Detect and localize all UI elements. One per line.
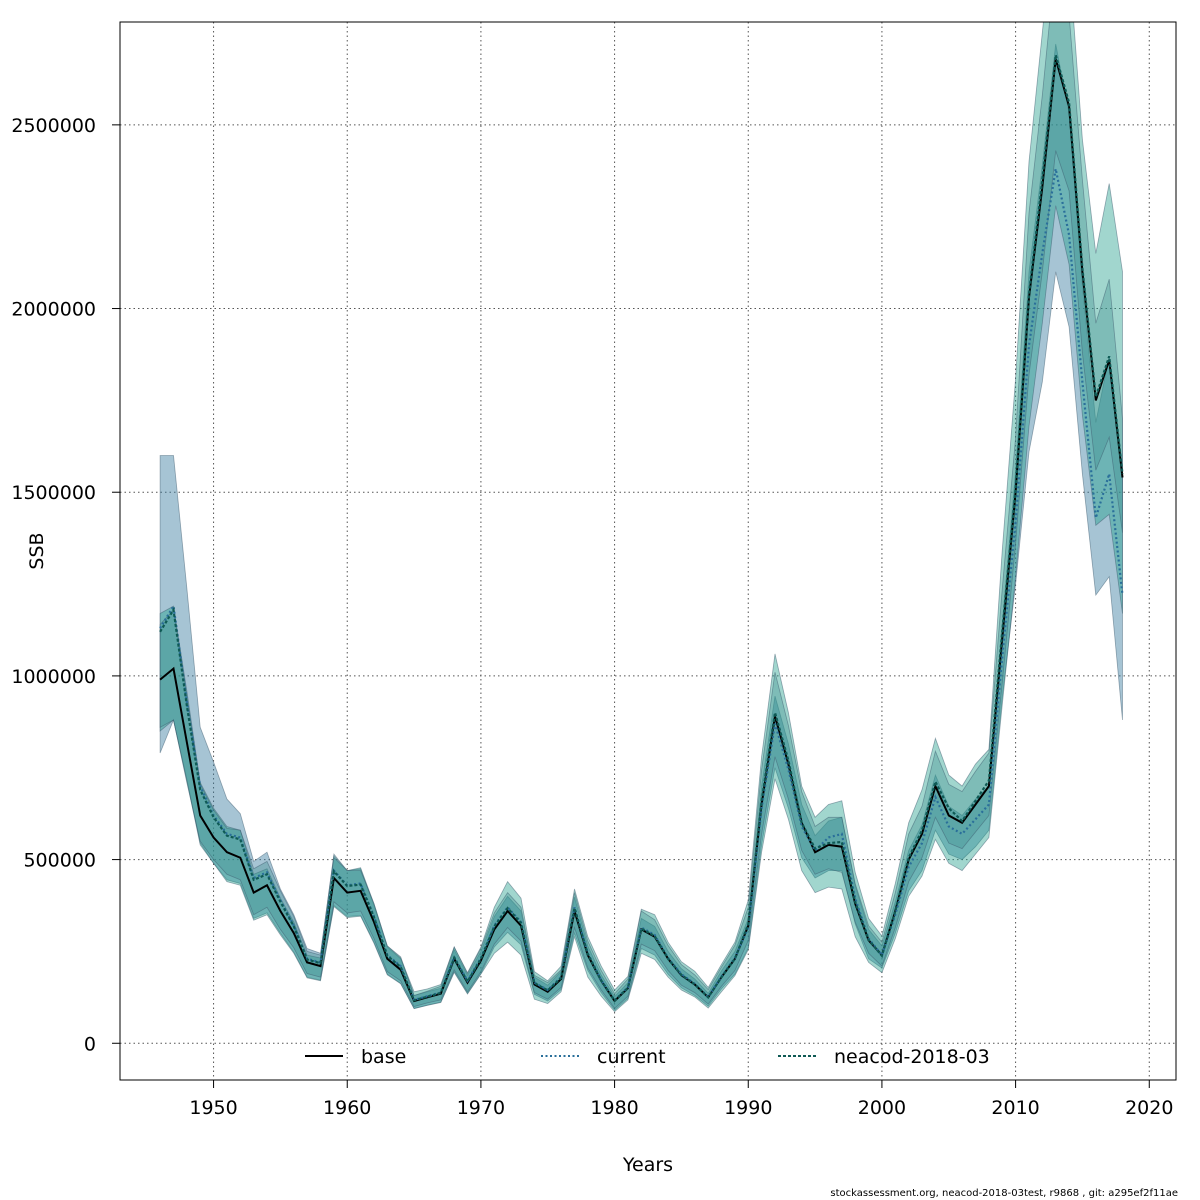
- y-tick-label-500000: 500000: [23, 850, 96, 872]
- x-tick-label-1970: 1970: [457, 1097, 505, 1119]
- x-tick-label-2020: 2020: [1125, 1097, 1173, 1119]
- series-line-current: [159, 168, 1124, 1003]
- series-lines: [159, 54, 1124, 1003]
- grid: [120, 22, 1176, 1080]
- plot-frame: [119, 21, 1177, 1081]
- x-tick-label-1960: 1960: [323, 1097, 371, 1119]
- x-axis-title: Years: [622, 1154, 673, 1176]
- x-tick-label-1990: 1990: [724, 1097, 772, 1119]
- series-line-neacod-2018-03: [159, 54, 1124, 1003]
- x-axis: 1950 1960 1970 1980 1990 2000 2010 2020: [189, 1080, 1173, 1119]
- band-current: [159, 43, 1123, 1011]
- legend-label-neacod-2018-03: neacod-2018-03: [834, 1046, 990, 1068]
- x-tick-label-2000: 2000: [858, 1097, 906, 1119]
- x-tick-label-1980: 1980: [590, 1097, 638, 1119]
- band-base: [159, 22, 1123, 1009]
- y-axis: 0 500000 1000000 1500000 2000000 2500000: [11, 115, 120, 1055]
- y-axis-title: SSB: [26, 532, 48, 569]
- x-tick-label-2010: 2010: [991, 1097, 1039, 1119]
- legend: base current neacod-2018-03: [305, 1046, 990, 1068]
- y-tick-label-1000000: 1000000: [11, 666, 96, 688]
- legend-label-base: base: [361, 1046, 406, 1068]
- footnote: stockassessment.org, neacod-2018-03test,…: [830, 1188, 1178, 1199]
- legend-label-current: current: [597, 1046, 666, 1068]
- series-line-base: [159, 58, 1124, 1003]
- confidence-bands: [159, 22, 1123, 1013]
- y-tick-label-0: 0: [84, 1033, 96, 1055]
- y-tick-label-2500000: 2500000: [11, 115, 96, 137]
- band-neacod-2018-03: [159, 22, 1123, 1013]
- y-tick-label-1500000: 1500000: [11, 482, 96, 504]
- y-tick-label-2000000: 2000000: [11, 299, 96, 321]
- x-tick-label-1950: 1950: [189, 1097, 237, 1119]
